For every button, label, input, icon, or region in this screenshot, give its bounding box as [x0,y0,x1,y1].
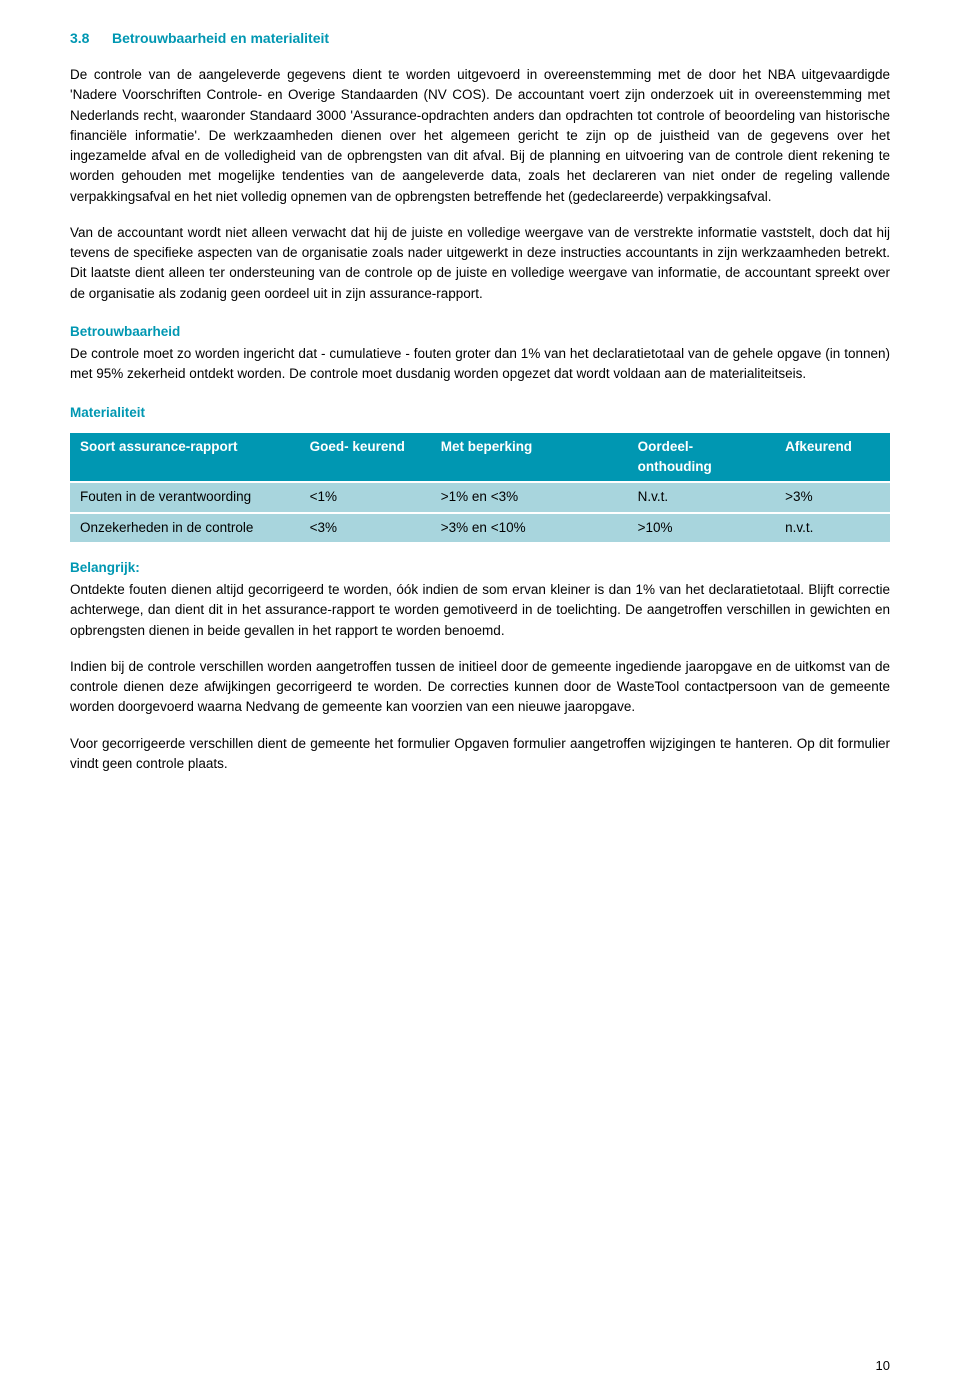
table-cell: <3% [300,513,431,542]
table-cell: >3% en <10% [431,513,628,542]
paragraph-intro-2: Van de accountant wordt niet alleen verw… [70,223,890,304]
materiality-table: Soort assurance-rapport Goed- keurend Me… [70,433,890,542]
table-row: Fouten in de verantwoording <1% >1% en <… [70,482,890,512]
section-title: Betrouwbaarheid en materialiteit [112,30,329,46]
table-header: Soort assurance-rapport [70,433,300,483]
paragraph-belangrijk-3: Voor gecorrigeerde verschillen dient de … [70,734,890,775]
page-number: 10 [876,1356,890,1376]
paragraph-belangrijk-2: Indien bij de controle verschillen worde… [70,657,890,718]
paragraph-intro-1: De controle van de aangeleverde gegevens… [70,65,890,207]
paragraph-belangrijk-1: Ontdekte fouten dienen altijd gecorrigee… [70,580,890,641]
important-heading: Belangrijk: [70,558,890,578]
table-header: Oordeel- onthouding [628,433,776,483]
table-header: Met beperking [431,433,628,483]
table-cell: >3% [775,482,890,512]
paragraph-betrouwbaarheid: De controle moet zo worden ingericht dat… [70,344,890,385]
table-header: Afkeurend [775,433,890,483]
table-header-row: Soort assurance-rapport Goed- keurend Me… [70,433,890,483]
table-cell: Onzekerheden in de controle [70,513,300,542]
section-heading: 3.8Betrouwbaarheid en materialiteit [70,28,890,49]
table-cell: >1% en <3% [431,482,628,512]
important-label: Belangrijk: [70,560,140,575]
subheading-betrouwbaarheid: Betrouwbaarheid [70,322,890,342]
table-cell: n.v.t. [775,513,890,542]
table-header: Goed- keurend [300,433,431,483]
table-cell: <1% [300,482,431,512]
subheading-materialiteit: Materialiteit [70,403,890,423]
section-number: 3.8 [70,28,112,49]
table-cell: Fouten in de verantwoording [70,482,300,512]
table-cell: >10% [628,513,776,542]
table-cell: N.v.t. [628,482,776,512]
table-row: Onzekerheden in de controle <3% >3% en <… [70,513,890,542]
